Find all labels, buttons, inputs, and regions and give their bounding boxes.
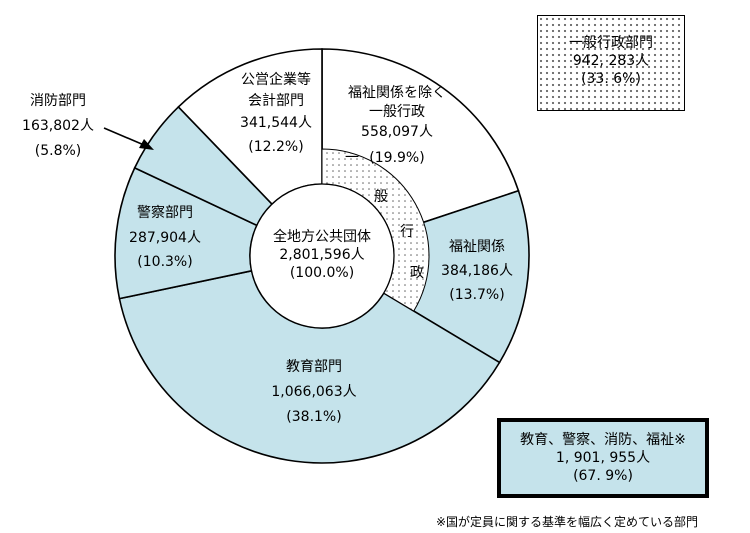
- slice-pct: (12.2%): [248, 139, 303, 155]
- slice-label-education: 教育部門 1,066,063人 (38.1%): [271, 359, 356, 425]
- slice-label-public-enterprise: 公営企業等 会計部門 341,544人 (12.2%): [240, 71, 312, 155]
- center-value: 2,801,596人: [279, 247, 364, 263]
- inner-ring-char: 般: [374, 189, 388, 205]
- general-admin-value: 942, 283人: [572, 53, 650, 69]
- combined-pct: (67. 9%): [573, 468, 633, 484]
- slice-pct: (19.9%): [369, 150, 424, 166]
- slice-label-line: 教育部門: [286, 359, 342, 375]
- slice-label-welfare-general: 福祉関係を除く 一般行政 558,097人 (19.9%): [348, 85, 446, 166]
- slice-value: 1,066,063人: [271, 384, 356, 400]
- slice-value: 558,097人: [361, 124, 433, 140]
- slice-pct: (13.7%): [449, 287, 504, 303]
- callout-arrowhead: [139, 139, 154, 150]
- combined-title: 教育、警察、消防、福祉※: [520, 432, 686, 448]
- inner-ring-char: 行: [400, 224, 414, 240]
- slice-pct: (38.1%): [286, 409, 341, 425]
- slice-label-line: 福祉関係を除く: [348, 85, 446, 101]
- slice-label-welfare: 福祉関係 384,186人 (13.7%): [441, 239, 513, 303]
- general-admin-total-box: 一般行政部門 942, 283人 (33. 6%): [537, 15, 685, 111]
- slice-label-line: 一般行政: [369, 104, 425, 120]
- slice-label-fire: 消防部門 163,802人 (5.8%): [22, 93, 154, 159]
- slices-layer: [114, 48, 530, 464]
- inner-ring-char: 一: [345, 150, 359, 166]
- slice-label-line: 警察部門: [137, 204, 193, 221]
- slice-label-line: 会計部門: [248, 93, 304, 109]
- slice-value: 384,186人: [441, 263, 513, 279]
- slice-value: 341,544人: [240, 115, 312, 131]
- inner-ring-char: 政: [410, 265, 424, 281]
- combined-total-box: 教育、警察、消防、福祉※ 1, 901, 955人 (67. 9%): [497, 418, 709, 498]
- center-title: 全地方公共団体: [273, 228, 371, 245]
- callout-arrow-line: [103, 127, 145, 146]
- center-circle: [249, 183, 395, 329]
- general-admin-title: 一般行政部門: [569, 35, 653, 51]
- slice-value: 163,802人: [22, 118, 94, 134]
- slice-label-line: 福祉関係: [449, 239, 505, 255]
- combined-value: 1, 901, 955人: [555, 450, 651, 466]
- general-admin-pct: (33. 6%): [581, 71, 641, 87]
- footnote: ※国が定員に関する基準を幅広く定めている部門: [436, 515, 699, 529]
- slice-pct: (5.8%): [35, 143, 82, 159]
- slice-value: 287,904人: [129, 230, 201, 246]
- slice-label-police: 警察部門 287,904人 (10.3%): [129, 204, 201, 270]
- slice-label-line: 公営企業等: [241, 71, 311, 88]
- center-pct: (100.0%): [290, 265, 354, 281]
- slice-pct: (10.3%): [137, 254, 192, 270]
- slice-label-line: 消防部門: [30, 93, 86, 109]
